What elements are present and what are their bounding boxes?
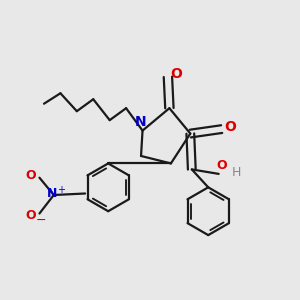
Text: O: O: [216, 159, 227, 172]
Text: N: N: [134, 115, 146, 129]
Text: N: N: [47, 187, 58, 200]
Text: H: H: [231, 166, 241, 179]
Text: O: O: [25, 169, 36, 182]
Text: +: +: [57, 184, 65, 195]
Text: O: O: [225, 120, 237, 134]
Text: O: O: [25, 208, 36, 221]
Text: O: O: [170, 68, 182, 82]
Text: −: −: [35, 214, 46, 226]
